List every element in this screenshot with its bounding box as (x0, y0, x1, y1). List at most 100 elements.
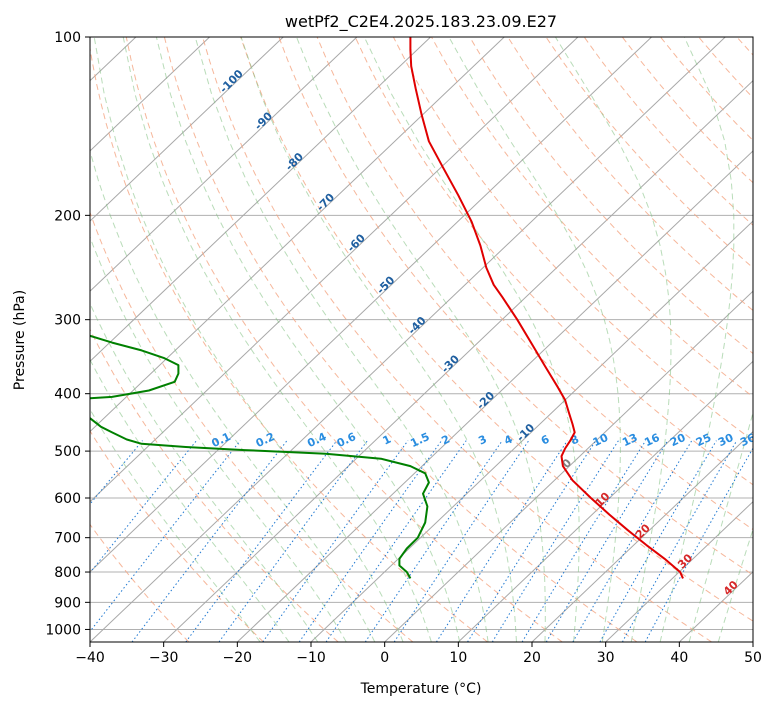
x-tick-label: −30 (149, 650, 179, 666)
dry-adiabat-line (163, 37, 638, 642)
moist-adiabat-line (90, 302, 319, 642)
moist-adiabat-line (155, 37, 461, 642)
dry-adiabat-line (240, 37, 753, 622)
isotherm-line (457, 360, 753, 642)
mixing-ratio-label: 16 (642, 431, 662, 449)
dry-adiabat-line (660, 37, 753, 142)
mixing-ratio-label: 1 (381, 433, 393, 448)
isotherm-label: -20 (474, 389, 497, 412)
x-tick-label: −20 (223, 650, 253, 666)
mixing-ratio-line (90, 440, 197, 574)
isotherm-line (678, 571, 753, 642)
moist-adiabat-line (122, 37, 432, 642)
temperature-profile-line (409, 37, 684, 579)
isotherm-line (384, 290, 753, 642)
mixing-ratio-label: 30 (716, 431, 736, 449)
moist-adiabat-line (448, 37, 621, 642)
mixing-ratio-line (325, 440, 467, 642)
y-axis: 100 200 300 400 500 600 700 800 900 1000 (45, 30, 90, 638)
y-tick-label: 1000 (45, 622, 81, 638)
moist-adiabat-line (90, 149, 376, 642)
x-axis: −40 −30 −20 −10 0 10 20 30 40 50 (75, 642, 762, 666)
mixing-ratio-line (262, 440, 409, 642)
y-tick-label: 800 (54, 565, 81, 581)
mixing-ratio-line (364, 440, 503, 642)
isotherm-line (90, 37, 431, 363)
mixing-ratio-line (131, 440, 288, 642)
x-tick-label: 0 (380, 650, 389, 666)
mixing-ratio-line (467, 440, 597, 642)
dry-adiabat-line (90, 45, 488, 642)
isotherm-line (90, 37, 210, 152)
isotherm-line (90, 37, 358, 292)
y-tick-label: 400 (54, 387, 81, 403)
y-tick-label: 900 (54, 595, 81, 611)
isotherm-label: -80 (283, 150, 306, 173)
y-axis-label: Pressure (hPa) (12, 290, 28, 390)
isotherm-label: 10 (593, 490, 613, 510)
moist-adiabat-line (688, 411, 753, 642)
plot-frame (89, 36, 754, 643)
y-tick-label: 100 (54, 30, 81, 46)
dry-adiabat-line (507, 37, 753, 312)
mixing-ratio-line (298, 440, 443, 642)
dewpoint-profile-line (90, 334, 430, 579)
mixing-ratio-line (545, 440, 669, 642)
mixing-ratio-label: 3 (476, 433, 488, 448)
dry-adiabat-line (90, 523, 190, 642)
dry-adiabat-line (736, 37, 753, 56)
moist-adiabat-line (194, 37, 489, 642)
dry-adiabat-line (90, 211, 414, 642)
isotherm-line (90, 37, 505, 433)
isopleth-labels: -100-90-80-70-60-50-40-30-20-100.1 0.2 0.4… (210, 67, 758, 598)
mixing-ratio-line (521, 440, 647, 642)
dry-adiabat-line (698, 37, 753, 99)
isotherm-label: -40 (405, 314, 428, 337)
background-lines (90, 37, 753, 642)
isotherm-label: -60 (345, 231, 368, 254)
isotherm-label: -100 (217, 67, 246, 96)
mixing-ratio-label: 20 (668, 431, 688, 449)
mixing-ratio-line (621, 440, 738, 642)
y-tick-label: 500 (54, 444, 81, 460)
profile-lines (90, 37, 684, 579)
mixing-ratio-label: 10 (591, 431, 611, 449)
mixing-ratio-label: 25 (694, 431, 713, 449)
dry-adiabat-line (202, 37, 712, 642)
chart-title: wetPf2_C2E4.2025.183.23.09.E27 (285, 12, 557, 32)
mixing-ratio-line (599, 440, 717, 642)
moist-adiabat-line (240, 37, 517, 642)
mixing-ratio-label: 2 (440, 433, 452, 448)
x-tick-label: −40 (75, 650, 105, 666)
moist-adiabat-line (554, 37, 672, 642)
mixing-ratio-line (572, 440, 693, 642)
moist-adiabat-line (90, 358, 290, 642)
x-tick-label: 20 (523, 650, 541, 666)
y-tick-label: 200 (54, 208, 81, 224)
x-tick-label: 10 (449, 650, 467, 666)
x-axis-label: Temperature (°C) (360, 681, 482, 697)
isotherm-line (90, 37, 284, 222)
isotherm-label: -10 (514, 421, 537, 444)
isotherm-label: 30 (675, 551, 695, 571)
x-tick-label: 40 (670, 650, 688, 666)
dry-adiabat-line (469, 37, 753, 355)
moist-adiabat-line (90, 235, 347, 642)
moist-adiabat-line (659, 37, 735, 642)
dry-adiabat-line (431, 37, 753, 398)
mixing-ratio-label: 36 (738, 431, 758, 449)
moist-adiabat-line (363, 37, 580, 642)
x-tick-label: 50 (744, 650, 762, 666)
dry-adiabat-line (90, 328, 339, 642)
isotherm-label: -90 (252, 109, 275, 132)
isotherm-line (90, 37, 579, 503)
x-tick-label: −10 (296, 650, 326, 666)
dry-adiabat-line (621, 37, 753, 184)
y-tick-label: 300 (54, 313, 81, 329)
mixing-ratio-line (185, 440, 338, 642)
moist-adiabat-line (296, 37, 546, 642)
isotherm-line (752, 641, 753, 642)
isotherm-label: 40 (721, 578, 741, 598)
isotherm-line (90, 37, 726, 642)
